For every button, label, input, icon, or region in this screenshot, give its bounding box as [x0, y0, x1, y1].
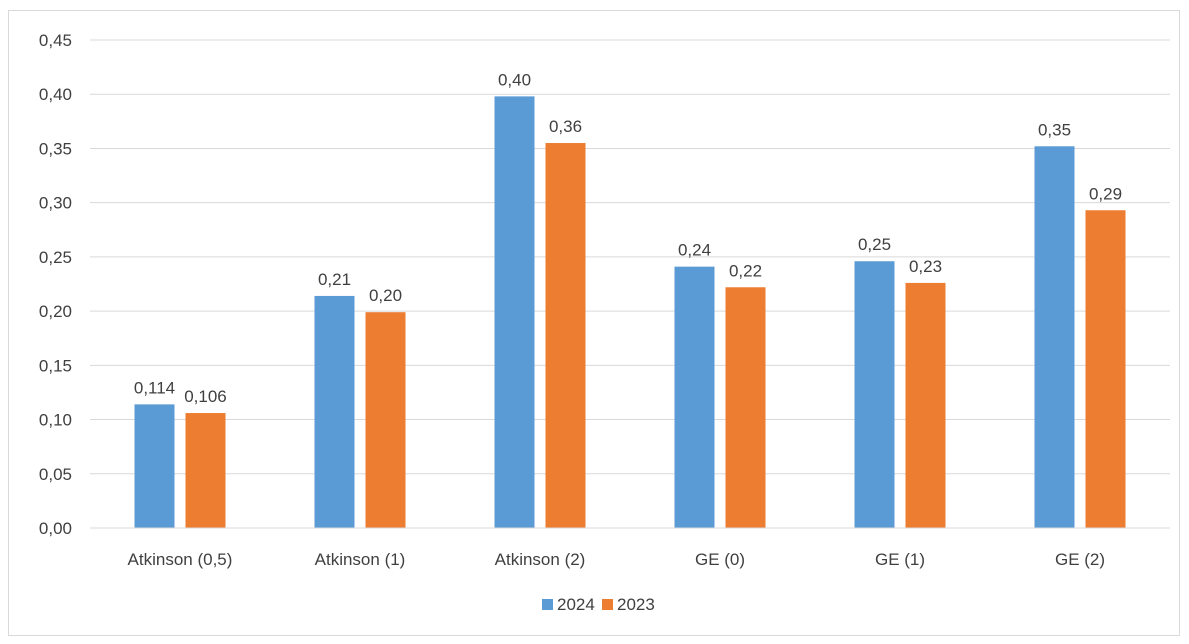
data-label: 0,40: [498, 70, 531, 89]
bar-2024: [1034, 146, 1075, 528]
bar-2023: [185, 413, 226, 528]
x-tick-label: Atkinson (1): [315, 550, 406, 569]
legend-label: 2024: [557, 595, 595, 614]
x-tick-label: GE (1): [875, 550, 925, 569]
legend-swatch-2024: [542, 599, 553, 610]
data-label: 0,36: [549, 117, 582, 136]
bar-2024: [314, 295, 355, 528]
chart-frame: [8, 10, 1180, 636]
bar-2024: [674, 266, 715, 528]
x-tick-label: GE (2): [1055, 550, 1105, 569]
bar-2023: [1085, 210, 1126, 528]
x-tick-label: Atkinson (2): [495, 550, 586, 569]
legend-label: 2023: [617, 595, 655, 614]
data-label: 0,20: [369, 286, 402, 305]
bar-2023: [905, 282, 946, 528]
data-label: 0,29: [1089, 184, 1122, 203]
y-tick-label: 0,40: [39, 85, 72, 104]
data-label: 0,35: [1038, 120, 1071, 139]
bar-2024: [854, 261, 895, 528]
data-label: 0,23: [909, 257, 942, 276]
x-tick-label: GE (0): [695, 550, 745, 569]
legend-swatch-2023: [602, 599, 613, 610]
bar-2023: [365, 312, 406, 528]
y-tick-label: 0,00: [39, 519, 72, 538]
data-label: 0,106: [184, 387, 227, 406]
x-tick-label: Atkinson (0,5): [128, 550, 233, 569]
y-tick-label: 0,30: [39, 194, 72, 213]
data-label: 0,25: [858, 235, 891, 254]
bar-2023: [725, 287, 766, 528]
bar-2024: [494, 96, 535, 528]
y-tick-label: 0,05: [39, 465, 72, 484]
y-tick-label: 0,25: [39, 248, 72, 267]
data-label: 0,114: [134, 378, 175, 397]
data-label: 0,22: [729, 261, 762, 280]
bar-2023: [545, 143, 586, 528]
data-label: 0,21: [318, 270, 351, 289]
y-tick-label: 0,20: [39, 302, 72, 321]
data-label: 0,24: [678, 241, 711, 260]
y-tick-label: 0,35: [39, 139, 72, 158]
bar-2024: [134, 404, 175, 528]
y-tick-label: 0,10: [39, 411, 72, 430]
y-tick-label: 0,45: [39, 31, 72, 50]
y-tick-label: 0,15: [39, 356, 72, 375]
